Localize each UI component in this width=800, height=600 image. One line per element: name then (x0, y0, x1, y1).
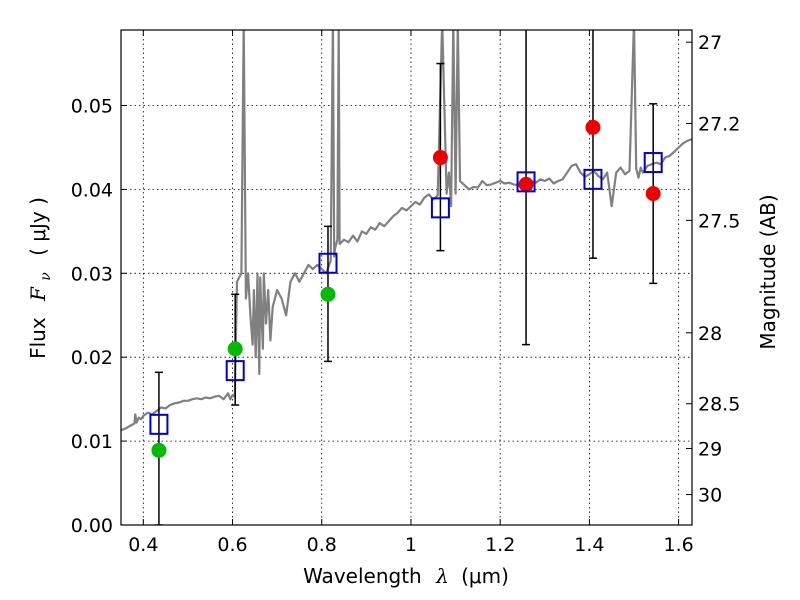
y-tick-label: 0.01 (71, 431, 113, 453)
data-point-red-points (645, 186, 661, 202)
model-box-marker (225, 360, 245, 382)
data-point-red-points (432, 150, 448, 166)
y-tick-label: 0.03 (71, 263, 113, 285)
ticks: 0.4 0.6 0.8 1 1.2 1.4 1.6 0.00 0.01 0.02 0.03 0.04 0… (71, 30, 740, 556)
model-box-marker (149, 413, 169, 435)
model-box-marker (643, 152, 663, 174)
y-tick-label: 0.00 (71, 515, 113, 537)
x-axis-label-unit: (μm) (461, 564, 509, 588)
model-spectrum-line (121, 30, 692, 432)
y-tick-label: 0.05 (71, 96, 113, 118)
plot-frame (120, 29, 693, 526)
y-tick-label: 0.04 (71, 179, 113, 201)
y-axis-label: Flux F ν ( μJy ) (26, 197, 55, 359)
y2-tick-label: 27.5 (698, 210, 740, 232)
data-point-green-points (151, 442, 167, 458)
points-layer (149, 119, 663, 458)
y-axis-label-unit: ( μJy ) (26, 197, 50, 256)
x-tick-label: 1.2 (485, 534, 515, 556)
y2-tick-label: 28.5 (698, 394, 740, 416)
data-point-red-points (585, 119, 601, 135)
data-point-green-points (227, 341, 243, 357)
y-axis-label-symbol: F (26, 286, 50, 302)
x-tick-label: 1.4 (574, 534, 604, 556)
model-box-marker (430, 197, 450, 219)
y2-tick-label: 30 (698, 485, 722, 507)
model-box-marker (516, 171, 536, 193)
y2-tick-label: 27.2 (698, 113, 740, 135)
y-axis-label-sub: ν (38, 272, 54, 281)
x-tick-label: 1.6 (664, 534, 694, 556)
x-axis-label-symbol: λ (435, 564, 449, 588)
y2-tick-label: 27 (698, 32, 722, 54)
y-axis-label-prefix: Flux (26, 317, 50, 359)
x-tick-label: 0.8 (307, 534, 337, 556)
x-tick-label: 0.6 (217, 534, 247, 556)
model-box-marker (583, 168, 603, 190)
y2-tick-label: 28 (698, 323, 722, 345)
data-point-green-points (320, 286, 336, 302)
model-box-marker (318, 252, 338, 274)
y-tick-label: 0.02 (71, 347, 113, 369)
x-axis-label: Wavelength λ (μm) (303, 564, 509, 588)
y2-tick-label: 29 (698, 438, 722, 460)
plot-background (121, 30, 692, 525)
model-spectrum-layer (121, 30, 692, 432)
x-axis-label-prefix: Wavelength (303, 564, 422, 588)
x-tick-label: 0.4 (128, 534, 158, 556)
y2-axis-label: Magnitude (AB) (756, 194, 780, 349)
data-point-red-points (518, 176, 534, 192)
x-tick-label: 1 (405, 534, 417, 556)
grid (121, 30, 692, 526)
